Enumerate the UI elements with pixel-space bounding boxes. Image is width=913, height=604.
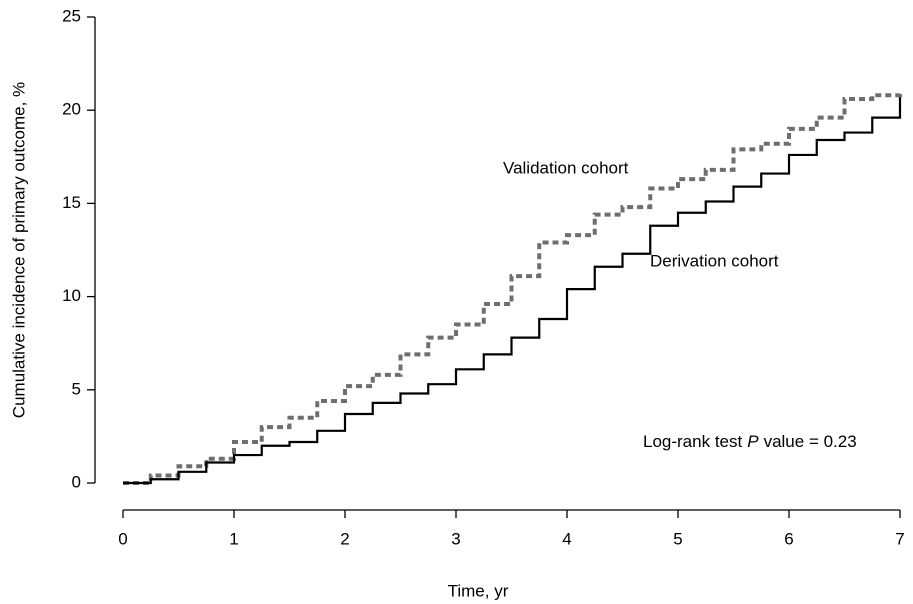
x-tick-label: 3	[451, 529, 460, 548]
annotation-part: P	[747, 432, 759, 451]
y-tick-label: 15	[62, 193, 81, 212]
x-axis-title: Time, yr	[448, 581, 509, 600]
x-tick-label: 7	[895, 529, 904, 548]
series-label: Validation cohort	[503, 158, 629, 177]
y-tick-label: 10	[62, 286, 81, 305]
x-tick-label: 1	[229, 529, 238, 548]
annotation-part: value = 0.23	[764, 432, 857, 451]
y-tick-label: 20	[62, 100, 81, 119]
series-line	[123, 97, 902, 485]
y-tick-label: 5	[72, 379, 81, 398]
y-tick-label: 0	[72, 472, 81, 491]
x-tick-label: 5	[673, 529, 682, 548]
x-tick-label: 6	[784, 529, 793, 548]
y-tick-label: 25	[62, 6, 81, 25]
annotation-part: Log-rank test	[643, 432, 742, 451]
series-label: Derivation cohort	[650, 251, 779, 270]
series-line	[123, 93, 902, 485]
x-tick-label: 0	[118, 529, 127, 548]
x-tick-label: 4	[562, 529, 571, 548]
x-tick-label: 2	[340, 529, 349, 548]
y-axis-title: Cumulative incidence of primary outcome,…	[9, 82, 28, 418]
